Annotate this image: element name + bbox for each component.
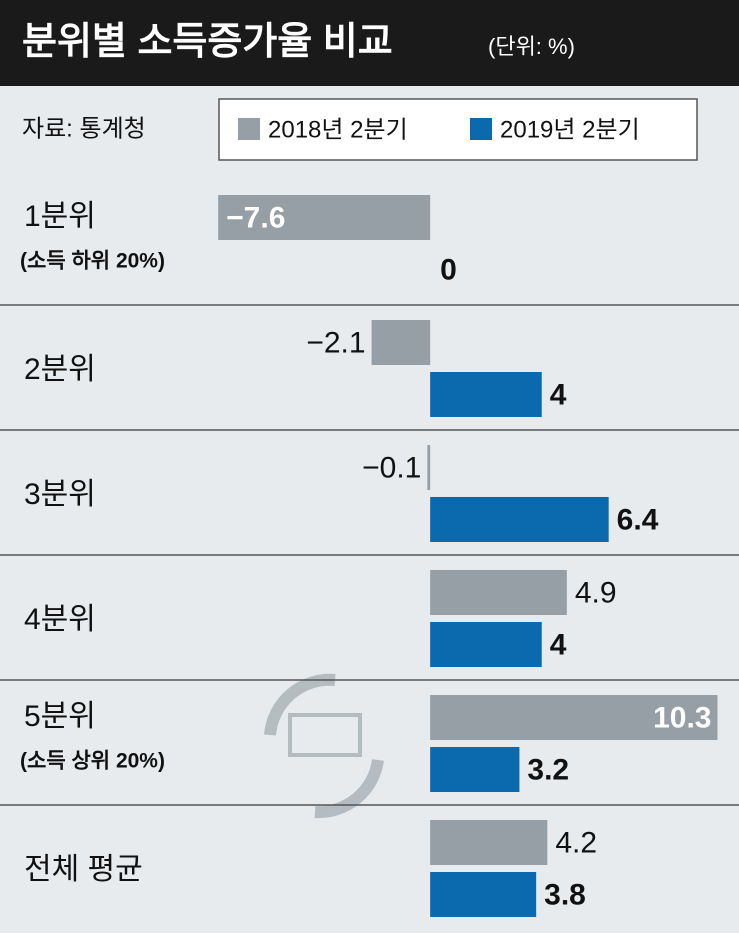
category-note: (소득 상위 20%) <box>20 750 165 773</box>
legend-label: 2018년 2분기 <box>268 116 408 143</box>
value-label: 3.8 <box>544 878 586 911</box>
bar <box>430 372 542 417</box>
bar <box>427 445 430 490</box>
category-label: 1분위 <box>24 200 96 233</box>
bar <box>430 820 547 865</box>
value-label: −7.6 <box>226 201 285 234</box>
value-label: 3.2 <box>527 753 569 786</box>
value-label: 0 <box>440 253 457 286</box>
chart-title: 분위별 소득증가율 비교 <box>22 21 393 63</box>
category-label: 3분위 <box>24 478 96 511</box>
category-label: 전체 평균 <box>24 853 143 886</box>
bar <box>430 570 567 615</box>
bar <box>430 622 542 667</box>
value-label: 4 <box>550 378 567 411</box>
bar <box>430 747 519 792</box>
value-label: 6.4 <box>617 503 659 536</box>
category-label: 5분위 <box>24 700 96 733</box>
value-label: 4.2 <box>555 826 597 859</box>
bar <box>430 497 609 542</box>
legend-swatch <box>470 118 492 140</box>
chart-subtitle: (단위: %) <box>488 34 575 59</box>
bar <box>430 872 536 917</box>
bar <box>372 320 431 365</box>
value-label: 10.3 <box>653 701 711 734</box>
category-label: 4분위 <box>24 603 96 636</box>
value-label: 4 <box>550 628 567 661</box>
value-label: −2.1 <box>306 326 365 359</box>
value-label: 4.9 <box>575 576 617 609</box>
legend-label: 2019년 2분기 <box>500 116 640 143</box>
category-note: (소득 하위 20%) <box>20 250 165 273</box>
category-label: 2분위 <box>24 353 96 386</box>
legend-swatch <box>238 118 260 140</box>
value-label: −0.1 <box>362 451 421 484</box>
source: 자료: 통계청 <box>22 115 146 142</box>
